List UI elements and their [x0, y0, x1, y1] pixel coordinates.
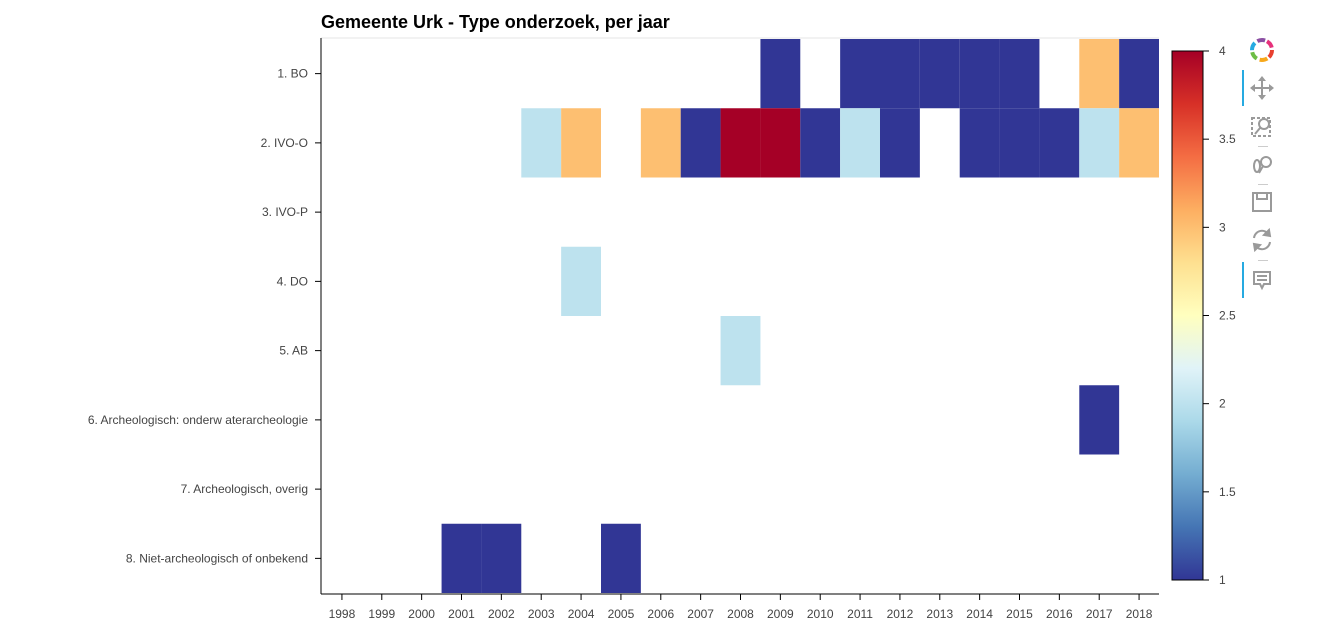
x-tick-label: 2015: [1006, 607, 1033, 621]
box-zoom-icon[interactable]: [1246, 110, 1278, 142]
colorbar-gradient: [1171, 50, 1204, 581]
x-tick-label: 2008: [727, 607, 754, 621]
heatmap-cell[interactable]: [601, 523, 641, 593]
y-tick-label: 1. BO: [277, 67, 308, 81]
x-tick-label: 2004: [568, 607, 595, 621]
bokeh-logo-icon[interactable]: [1246, 34, 1278, 66]
heatmap-cell[interactable]: [521, 108, 562, 178]
x-tick-label: 2001: [448, 607, 475, 621]
heatmap-cell[interactable]: [441, 523, 482, 593]
x-tick-label: 2014: [966, 607, 993, 621]
colorbar-tick-label: 3: [1219, 220, 1226, 234]
heatmap-cell[interactable]: [959, 108, 1000, 178]
heatmap-cell[interactable]: [481, 523, 522, 593]
x-tick-label: 2016: [1046, 607, 1073, 621]
y-tick-label: 2. IVO-O: [261, 136, 308, 150]
heatmap-cell[interactable]: [760, 39, 801, 109]
y-tick-label: 8. Niet-archeologisch of onbekend: [126, 551, 308, 565]
x-tick-label: 2000: [408, 607, 435, 621]
heatmap-cell[interactable]: [880, 108, 920, 178]
heatmap-cell[interactable]: [1119, 39, 1159, 109]
y-tick-label: 3. IVO-P: [262, 205, 308, 219]
toolbar-separator: [1258, 260, 1268, 261]
wheel-zoom-icon[interactable]: [1246, 148, 1278, 180]
x-tick-label: 2005: [608, 607, 635, 621]
x-tick-label: 2018: [1126, 607, 1153, 621]
heatmap-cell[interactable]: [999, 39, 1040, 109]
heatmap-cell[interactable]: [999, 108, 1040, 178]
colorbar-tick-label: 2.5: [1219, 309, 1236, 323]
toolbar-separator: [1258, 184, 1268, 185]
pan-active-indicator: [1242, 70, 1244, 106]
x-tick-label: 2010: [807, 607, 834, 621]
x-tick-label: 1999: [368, 607, 395, 621]
x-tick-label: 2012: [887, 607, 914, 621]
heatmap-cell[interactable]: [720, 108, 761, 178]
heatmap-cell[interactable]: [640, 108, 681, 178]
pan-icon[interactable]: [1246, 72, 1278, 104]
x-tick-label: 2003: [528, 607, 555, 621]
x-tick-label: 2006: [647, 607, 674, 621]
heatmap-cell[interactable]: [880, 39, 920, 109]
heatmap-cells: [441, 39, 1159, 593]
x-tick-label: 2011: [847, 607, 873, 621]
heatmap-cell[interactable]: [1079, 108, 1120, 178]
heatmap-cell[interactable]: [561, 246, 601, 316]
colorbar-tick-label: 1: [1219, 573, 1226, 587]
chart-toolbar: [1238, 30, 1288, 310]
x-tick-label: 2007: [687, 607, 714, 621]
y-tick-label: 4. DO: [277, 274, 308, 288]
hover-icon[interactable]: [1246, 264, 1278, 296]
heatmap-cell[interactable]: [1079, 39, 1120, 109]
y-tick-label: 5. AB: [279, 344, 308, 358]
heatmap-cell[interactable]: [561, 108, 601, 178]
chart-title: Gemeente Urk - Type onderzoek, per jaar: [321, 12, 670, 32]
heatmap-cell[interactable]: [1119, 108, 1159, 178]
heatmap-cell[interactable]: [840, 39, 880, 109]
reset-icon[interactable]: [1246, 224, 1278, 256]
heatmap-cell[interactable]: [800, 108, 841, 178]
x-tick-label: 2017: [1086, 607, 1113, 621]
heatmap-cell[interactable]: [680, 108, 721, 178]
heatmap-cell[interactable]: [959, 39, 1000, 109]
colorbar-tick-label: 2: [1219, 397, 1226, 411]
y-tick-label: 6. Archeologisch: onderw aterarcheologie: [88, 413, 308, 427]
y-tick-label: 7. Archeologisch, overig: [181, 482, 308, 496]
colorbar-tick-label: 4: [1219, 44, 1226, 58]
colorbar: 1 1.5 2 2.5 3 3.5 4: [1171, 44, 1236, 587]
colorbar-tick-label: 3.5: [1219, 132, 1236, 146]
colorbar-tick-label: 1.5: [1219, 485, 1236, 499]
heatmap-cell[interactable]: [720, 316, 761, 386]
x-tick-label: 1998: [329, 607, 356, 621]
heatmap-cell[interactable]: [840, 108, 880, 178]
heatmap-cell[interactable]: [760, 108, 801, 178]
x-tick-label: 2013: [926, 607, 953, 621]
axes: 1. BO 2. IVO-O 3. IVO-P 4. DO 5. AB 6. Archeo…: [88, 37, 1159, 621]
x-tick-label: 2009: [767, 607, 794, 621]
hover-active-indicator: [1242, 262, 1244, 298]
toolbar-separator: [1258, 146, 1268, 147]
x-tick-label: 2002: [488, 607, 515, 621]
heatmap-cell[interactable]: [919, 39, 960, 109]
heatmap-cell[interactable]: [1039, 108, 1080, 178]
heatmap-cell[interactable]: [1079, 385, 1120, 455]
save-icon[interactable]: [1246, 186, 1278, 218]
